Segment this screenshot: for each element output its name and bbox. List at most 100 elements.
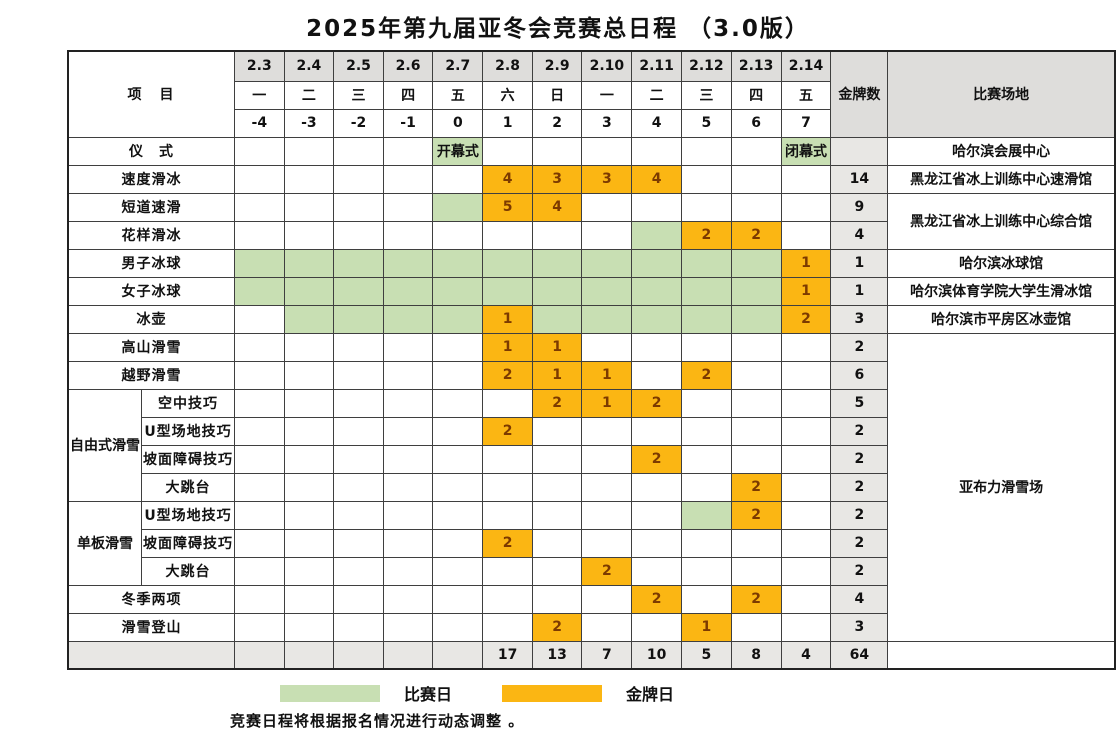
schedule-cell (382, 444, 434, 474)
total-cell: 10 (631, 640, 682, 670)
gold-day-cell: 1 (681, 612, 732, 642)
gold-day-cell: 1 (581, 360, 633, 390)
competition-day-swatch (280, 684, 380, 702)
total-cell: 13 (531, 640, 583, 670)
schedule-note: 竞赛日程将根据报名情况进行动态调整 。 (230, 712, 525, 730)
schedule-cell (333, 136, 384, 166)
schedule-cell (730, 556, 782, 586)
schedule-cell (432, 164, 484, 194)
schedule-cell (432, 528, 484, 558)
schedule-cell (283, 556, 335, 586)
gold-day-cell: 1 (780, 248, 832, 278)
schedule-cell (681, 164, 732, 194)
gold-count-cell: 1 (830, 276, 889, 306)
gold-day-cell: 2 (482, 360, 533, 390)
schedule-cell (234, 164, 285, 194)
schedule-cell (382, 472, 434, 502)
schedule-cell (581, 136, 633, 166)
event-label: 大跳台 (141, 556, 235, 586)
schedule-cell (283, 192, 335, 222)
schedule-cell (432, 332, 484, 362)
gold-count-cell: 3 (830, 612, 889, 642)
total-gold-cell: 64 (830, 640, 889, 670)
gold-count-cell: 2 (830, 528, 889, 558)
schedule-cell (531, 472, 583, 502)
weekday-cell: 三 (681, 80, 732, 110)
venue-column-header: 比赛场地 (887, 50, 1116, 138)
schedule-cell (234, 612, 285, 642)
schedule-cell (283, 164, 335, 194)
schedule-cell (333, 416, 384, 446)
competition-day-cell (382, 248, 434, 278)
competition-day-cell (333, 276, 384, 306)
schedule-cell (382, 388, 434, 418)
schedule-cell (730, 360, 782, 390)
schedule-cell (333, 528, 384, 558)
schedule-cell (283, 416, 335, 446)
venue-cell: 亚布力滑雪场 (887, 332, 1116, 642)
gold-day-cell: 2 (531, 612, 583, 642)
schedule-cell (681, 388, 732, 418)
schedule-cell (382, 612, 434, 642)
gold-day-cell: 2 (681, 360, 732, 390)
schedule-cell (382, 360, 434, 390)
event-label: 坡面障碍技巧 (141, 444, 235, 474)
schedule-cell (283, 388, 335, 418)
gold-count-cell: 2 (830, 416, 889, 446)
daynumber-cell: 5 (681, 108, 732, 138)
schedule-cell (631, 332, 682, 362)
event-label: 坡面障碍技巧 (141, 528, 235, 558)
sport-group-label: 单板滑雪 (67, 500, 142, 586)
gold-day-cell: 2 (631, 388, 682, 418)
schedule-cell (780, 164, 832, 194)
competition-day-cell (432, 192, 484, 222)
date-header-cell: 2.10 (581, 50, 633, 82)
schedule-cell (482, 584, 533, 614)
competition-day-cell (631, 220, 682, 250)
schedule-cell (681, 556, 732, 586)
date-header-cell: 2.13 (730, 50, 782, 82)
competition-day-cell (482, 276, 533, 306)
weekday-cell: 六 (482, 80, 533, 110)
gold-count-cell: 2 (830, 444, 889, 474)
gold-day-cell: 2 (730, 220, 782, 250)
schedule-cell (730, 612, 782, 642)
schedule-cell (681, 444, 732, 474)
schedule-cell (730, 164, 782, 194)
total-cell: 8 (730, 640, 782, 670)
event-label: 仪 式 (67, 136, 235, 166)
competition-day-cell (283, 304, 335, 334)
totals-label-cell (67, 640, 235, 670)
gold-column-header: 金牌数 (830, 50, 889, 138)
schedule-cell (581, 444, 633, 474)
schedule-cell (382, 500, 434, 530)
venue-cell: 哈尔滨冰球馆 (887, 248, 1116, 278)
schedule-cell (432, 612, 484, 642)
schedule-cell (432, 584, 484, 614)
schedule-cell (482, 136, 533, 166)
daynumber-cell: 7 (780, 108, 832, 138)
competition-day-cell (333, 248, 384, 278)
date-header-cell: 2.3 (234, 50, 285, 82)
schedule-cell (581, 220, 633, 250)
gold-count-cell: 9 (830, 192, 889, 222)
weekday-cell: 三 (333, 80, 384, 110)
weekday-cell: 日 (531, 80, 583, 110)
gold-day-cell: 2 (730, 500, 782, 530)
gold-day-cell: 2 (482, 416, 533, 446)
gold-count-cell: 4 (830, 584, 889, 614)
gold-day-cell: 2 (581, 556, 633, 586)
schedule-cell (432, 416, 484, 446)
schedule-cell (631, 416, 682, 446)
total-cell: 4 (780, 640, 832, 670)
schedule-cell (333, 388, 384, 418)
schedule-cell (333, 584, 384, 614)
gold-day-cell: 3 (531, 164, 583, 194)
weekday-cell: 二 (631, 80, 682, 110)
gold-day-cell: 1 (780, 276, 832, 306)
venue-cell: 哈尔滨市平房区冰壶馆 (887, 304, 1116, 334)
schedule-cell (234, 192, 285, 222)
daynumber-cell: 4 (631, 108, 682, 138)
schedule-cell (234, 416, 285, 446)
competition-day-cell (730, 276, 782, 306)
